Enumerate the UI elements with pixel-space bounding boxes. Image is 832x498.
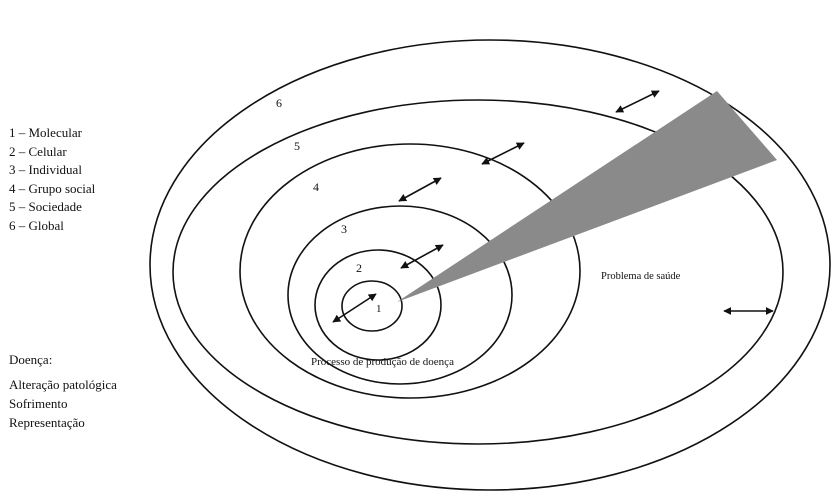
level-ring-6 [149,39,831,491]
double-arrow-icon [332,293,377,323]
legend-item-global: 6 – Global [9,217,64,233]
ring-number-2: 2 [356,261,362,275]
double-arrow-icon [615,90,660,113]
legend-item-grupo-social: 4 – Grupo social [9,180,96,196]
health-problem-label: Problema de saúde [601,271,681,282]
ring-number-6: 6 [276,96,282,110]
level-ring-1 [341,280,403,332]
level-ring-4 [239,143,581,399]
ring-number-5: 5 [294,139,300,153]
double-arrow-icon [398,177,442,202]
ring-number-3: 3 [341,222,347,236]
disease-item-sofrimento: Sofrimento [9,396,68,411]
double-arrow-icon [400,244,444,269]
focus-wedge [397,91,777,302]
legend-item-individual: 3 – Individual [9,162,82,177]
legend-item-celular: 2 – Celular [9,143,67,159]
legend-item-molecular: 1 – Molecular [9,125,82,140]
double-arrow-icon [481,142,525,165]
ring-number-4: 4 [313,180,319,194]
disease-block: Doença: Alteração patológica Sofrimento … [9,350,117,432]
level-ring-2 [314,249,442,361]
level-ring-5 [172,99,784,445]
level-legend: 1 – Molecular 2 – Celular 3 – Individual… [9,124,95,235]
ring-number-1: 1 [376,303,382,315]
level-ring-3 [287,205,513,385]
disease-item-alteracao: Alteração patológica [9,377,117,392]
legend-item-sociedade: 5 – Sociedade [9,199,82,214]
disease-item-representacao: Representação [9,415,85,430]
disease-process-label: Processo de produção de doença [311,356,454,368]
disease-title: Doença: [9,352,53,367]
